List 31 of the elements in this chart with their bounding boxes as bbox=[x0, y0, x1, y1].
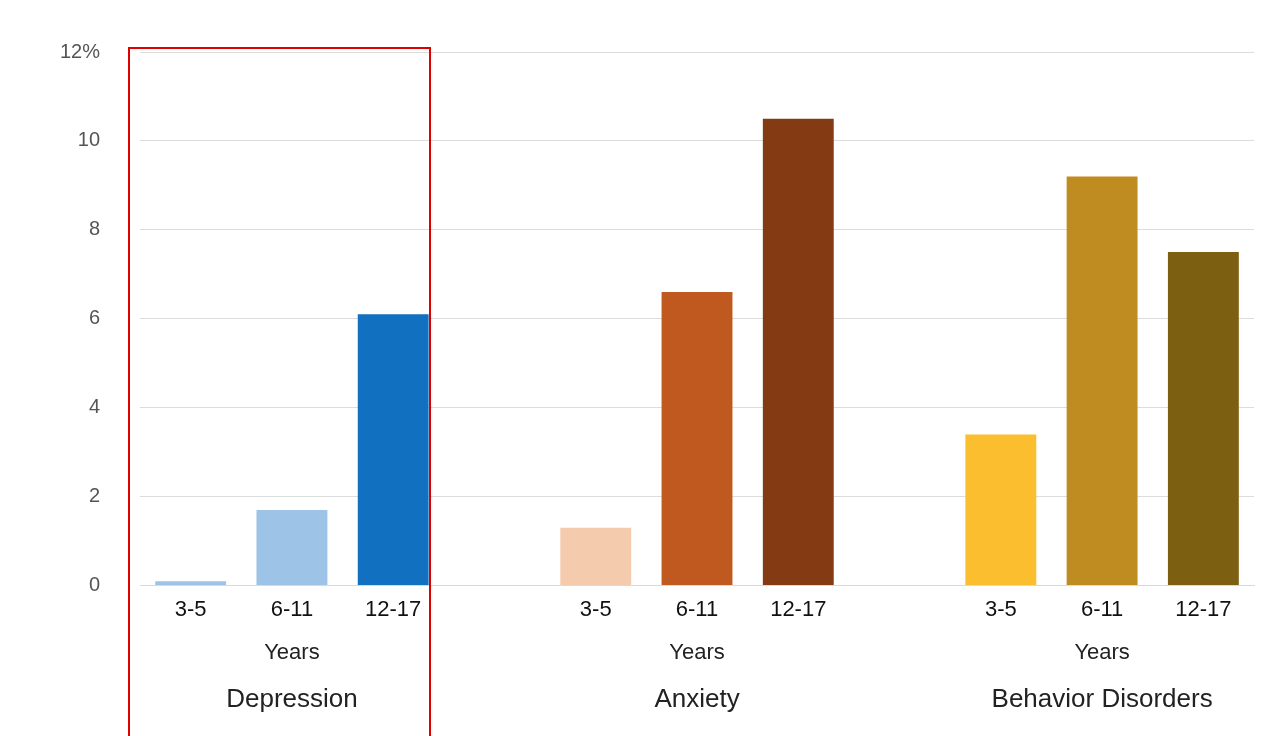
x-tick-label: 3-5 bbox=[984, 595, 1017, 621]
bar bbox=[357, 314, 429, 586]
y-tick-label: 0 bbox=[88, 573, 101, 596]
bar bbox=[1167, 252, 1239, 586]
x-tick-label: 3-5 bbox=[579, 595, 612, 621]
text: Years bbox=[264, 639, 320, 665]
bar bbox=[1066, 176, 1138, 586]
y-tick-label: 8 bbox=[88, 217, 101, 240]
x-tick-label: 12-17 bbox=[770, 595, 827, 621]
x-tick-label: 6-11 bbox=[1080, 595, 1124, 621]
y-tick-label: 12% bbox=[60, 39, 101, 62]
bar bbox=[155, 581, 227, 586]
x-tick-label: 6-11 bbox=[270, 595, 314, 621]
bar bbox=[661, 292, 733, 586]
text: Behavior Disorders bbox=[991, 683, 1213, 714]
bar bbox=[965, 434, 1037, 586]
bar bbox=[762, 118, 834, 586]
y-tick-label: 6 bbox=[88, 306, 101, 329]
x-tick-label: 6-11 bbox=[675, 595, 719, 621]
text: Depression bbox=[226, 683, 358, 714]
x-tick-label: 12-17 bbox=[1175, 595, 1232, 621]
y-tick-label: 10 bbox=[77, 128, 101, 151]
bar bbox=[256, 510, 328, 586]
text: Years bbox=[669, 639, 725, 665]
x-tick-label: 12-17 bbox=[365, 595, 422, 621]
y-tick-label: 4 bbox=[88, 395, 101, 418]
x-tick-label: 3-5 bbox=[174, 595, 207, 621]
text: Anxiety bbox=[654, 683, 740, 714]
y-tick-label: 2 bbox=[88, 484, 101, 507]
bar bbox=[560, 527, 632, 586]
text: Years bbox=[1074, 639, 1130, 665]
